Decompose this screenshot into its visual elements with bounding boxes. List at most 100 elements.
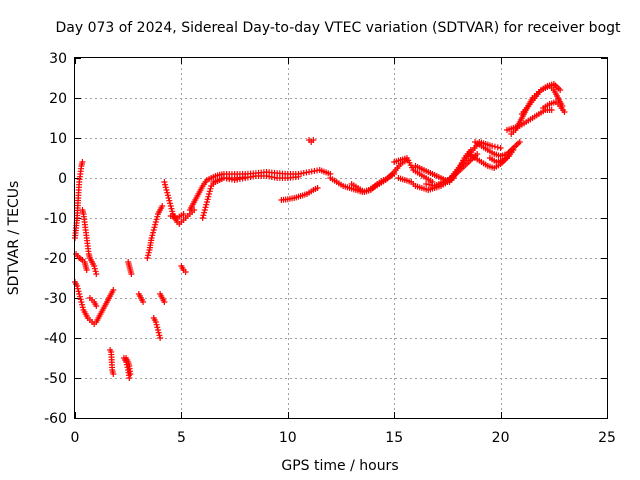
data-point: [150, 227, 157, 233]
y-tick-label: 0: [58, 171, 67, 187]
data-point: [201, 207, 208, 213]
series-f: [107, 347, 117, 377]
data-point: [182, 269, 189, 275]
series-j: [135, 291, 147, 305]
data-point: [206, 191, 213, 197]
tick-labels: 0 5 10 15 20 25 -60 -50 -40 -30 -20 -10 0 10 20 30: [44, 51, 616, 446]
data-point: [76, 293, 83, 300]
x-tick-label: 20: [492, 430, 510, 446]
data-point: [494, 144, 501, 151]
y-tick-label: -40: [44, 331, 67, 347]
data-point: [149, 232, 156, 239]
data-point: [91, 263, 98, 269]
series-y: [391, 155, 436, 185]
data-point: [78, 299, 85, 305]
series-ac: [444, 139, 504, 185]
data-point: [154, 324, 161, 331]
data-point: [203, 199, 210, 205]
data-point: [77, 296, 84, 303]
data-point: [127, 371, 134, 377]
data-points: [72, 81, 568, 381]
data-point: [516, 139, 523, 145]
data-point: [506, 153, 513, 159]
series-o: [167, 211, 187, 221]
plot-frame: [74, 57, 608, 419]
data-point: [74, 285, 81, 292]
series-b: [73, 251, 90, 273]
y-tick-label: 30: [49, 51, 67, 67]
data-point: [154, 327, 161, 333]
series-af: [486, 153, 513, 165]
series-d: [79, 207, 100, 277]
data-point: [93, 271, 100, 277]
data-point: [425, 181, 432, 188]
data-point: [75, 288, 82, 295]
data-point: [165, 195, 172, 201]
data-point: [163, 187, 170, 193]
data-point: [161, 299, 168, 305]
series-m: [157, 291, 168, 305]
data-point: [145, 249, 152, 256]
data-point: [161, 179, 168, 185]
data-point: [159, 203, 166, 209]
data-point: [314, 185, 321, 191]
series-ad: [465, 147, 517, 171]
data-point: [152, 319, 159, 325]
data-point: [110, 371, 117, 377]
x-tick-label: 10: [279, 430, 297, 446]
data-point: [152, 219, 159, 225]
y-tick-label: -10: [44, 211, 67, 227]
data-point: [79, 301, 86, 308]
data-point: [206, 188, 213, 195]
series-p: [178, 263, 189, 275]
y-tick-label: 10: [49, 131, 67, 147]
series-c: [72, 279, 117, 327]
data-point: [155, 329, 162, 336]
series-e: [86, 295, 100, 309]
data-point: [153, 321, 160, 328]
series-i: [125, 259, 135, 277]
data-point: [162, 184, 169, 191]
series-s: [210, 173, 302, 185]
data-point: [151, 224, 158, 231]
chart-title: Day 073 of 2024, Sidereal Day-to-day VTE…: [55, 20, 621, 36]
data-point: [491, 143, 498, 150]
series-l: [150, 315, 164, 341]
y-axis-label: SDTVAR / TECUs: [6, 181, 22, 296]
data-point: [167, 200, 174, 207]
data-point: [497, 145, 504, 151]
series-h: [123, 355, 134, 377]
data-point: [152, 221, 159, 228]
data-point: [156, 332, 163, 339]
data-point: [126, 375, 133, 381]
data-point: [167, 203, 174, 209]
data-point: [76, 291, 83, 297]
y-tick-label: 20: [49, 91, 67, 107]
series-k: [144, 203, 166, 261]
data-point: [164, 189, 171, 196]
data-point: [180, 211, 187, 217]
data-point: [207, 185, 214, 192]
y-tick-label: -60: [44, 411, 67, 427]
data-point: [200, 212, 207, 219]
grid: [75, 58, 607, 418]
data-point: [79, 304, 86, 311]
data-point: [310, 137, 317, 143]
data-point: [110, 287, 117, 293]
data-point: [489, 143, 496, 149]
data-point: [474, 151, 481, 157]
series-ah: [503, 107, 555, 133]
series-ae: [472, 139, 523, 159]
data-point: [91, 265, 98, 272]
x-axis-label: GPS time / hours: [281, 458, 398, 474]
data-point: [201, 209, 208, 216]
data-point: [295, 173, 302, 180]
series-ai: [518, 81, 564, 117]
data-point: [79, 159, 86, 165]
x-tick-label: 25: [598, 430, 616, 446]
x-tick-label: 15: [385, 430, 403, 446]
data-point: [145, 252, 152, 259]
data-point: [93, 303, 100, 309]
data-point: [202, 204, 209, 211]
data-point: [169, 208, 176, 215]
